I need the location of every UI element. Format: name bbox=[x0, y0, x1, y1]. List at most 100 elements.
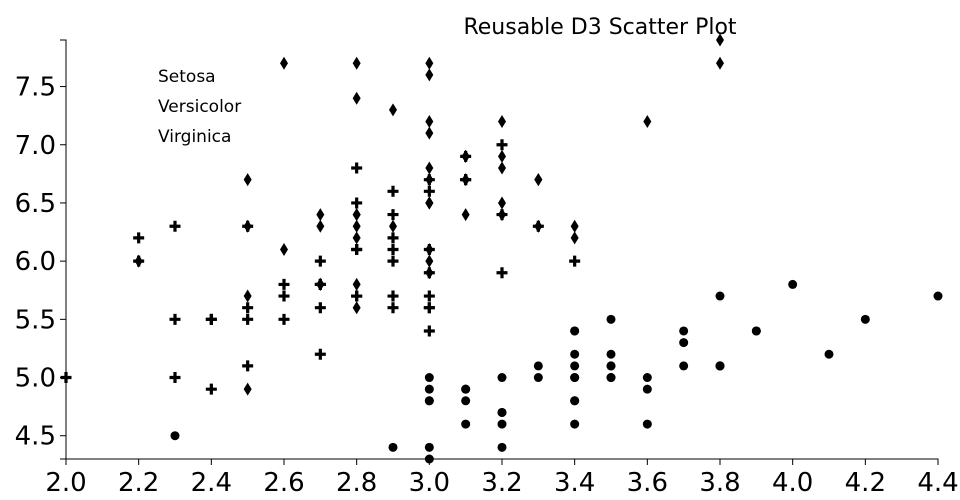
setosa-point bbox=[424, 396, 434, 406]
virginica-point bbox=[425, 126, 434, 140]
setosa-point bbox=[424, 373, 434, 383]
setosa-point bbox=[461, 396, 471, 406]
setosa-point bbox=[570, 361, 580, 371]
x-tick-label: 4.4 bbox=[917, 468, 958, 498]
virginica-point bbox=[498, 196, 506, 210]
versicolor-point bbox=[351, 244, 363, 255]
setosa-point bbox=[570, 396, 580, 406]
versicolor-point bbox=[60, 372, 72, 384]
y-axis: 4.5 5.0 5.5 6.0 6.5 7.0 7.5 bbox=[15, 39, 67, 460]
setosa-point bbox=[497, 407, 507, 417]
virginica-point bbox=[243, 219, 252, 233]
setosa-point bbox=[606, 314, 616, 324]
virginica-point bbox=[461, 149, 470, 163]
virginica-point bbox=[425, 254, 434, 268]
y-tick-label: 4.5 bbox=[15, 422, 56, 452]
x-tick-label: 4.2 bbox=[845, 468, 886, 498]
virginica-point bbox=[352, 56, 361, 70]
virginica-point bbox=[643, 114, 652, 128]
virginica-point bbox=[243, 289, 252, 303]
versicolor-point bbox=[387, 244, 399, 255]
y-tick-label: 7.5 bbox=[15, 73, 56, 103]
virginica-point bbox=[461, 208, 470, 222]
virginica-point bbox=[352, 231, 361, 245]
versicolor-point bbox=[387, 302, 399, 314]
versicolor-point bbox=[314, 302, 326, 314]
virginica-point bbox=[425, 68, 434, 82]
setosa-point bbox=[388, 442, 398, 452]
setosa-point bbox=[679, 361, 689, 371]
virginica-point bbox=[716, 56, 724, 70]
series-virginica bbox=[134, 33, 724, 396]
setosa-point bbox=[642, 384, 652, 394]
setosa-point bbox=[860, 314, 870, 324]
y-tick-label: 5.0 bbox=[15, 364, 56, 394]
versicolor-point bbox=[387, 209, 399, 221]
virginica-point bbox=[389, 103, 397, 117]
virginica-point bbox=[425, 161, 434, 175]
scatter-marks bbox=[60, 33, 943, 464]
setosa-point bbox=[497, 373, 507, 383]
setosa-point bbox=[424, 442, 434, 452]
y-tick-label: 7.0 bbox=[15, 131, 56, 161]
setosa-point bbox=[570, 326, 580, 336]
setosa-point bbox=[606, 373, 616, 383]
x-tick-label: 3.8 bbox=[699, 468, 740, 498]
x-axis: 2.0 2.2 2.4 2.6 2.8 3.0 3.2 3.4 3.6 3.8 4.0 4.2 4.4 bbox=[45, 458, 959, 498]
versicolor-point bbox=[387, 185, 399, 197]
x-tick-label: 2.2 bbox=[118, 468, 159, 498]
versicolor-point bbox=[278, 278, 290, 290]
virginica-point bbox=[352, 219, 361, 233]
x-tick-label: 2.4 bbox=[191, 468, 232, 498]
setosa-point bbox=[461, 384, 471, 394]
virginica-point bbox=[425, 114, 434, 128]
setosa-point bbox=[497, 419, 507, 429]
virginica-point bbox=[425, 173, 434, 187]
setosa-point bbox=[824, 349, 834, 359]
versicolor-point bbox=[387, 255, 399, 267]
setosa-point bbox=[461, 419, 471, 429]
legend-item-setosa: Setosa bbox=[158, 67, 216, 87]
versicolor-point bbox=[387, 232, 399, 244]
virginica-point bbox=[352, 277, 361, 291]
versicolor-point bbox=[133, 232, 145, 244]
setosa-point bbox=[606, 361, 616, 371]
x-tick-label: 3.6 bbox=[627, 468, 668, 498]
versicolor-point bbox=[205, 313, 217, 325]
setosa-point bbox=[570, 419, 580, 429]
x-tick-label: 2.0 bbox=[45, 468, 86, 498]
versicolor-point bbox=[387, 290, 399, 302]
setosa-point bbox=[642, 373, 652, 383]
setosa-point bbox=[788, 279, 798, 289]
virginica-point bbox=[498, 208, 506, 222]
series-setosa bbox=[170, 279, 943, 464]
virginica-point bbox=[534, 173, 543, 187]
x-tick-label: 2.8 bbox=[336, 468, 377, 498]
virginica-point bbox=[243, 173, 252, 187]
virginica-point bbox=[280, 243, 288, 256]
setosa-point bbox=[170, 431, 180, 441]
setosa-point bbox=[533, 373, 543, 383]
y-tick-label: 6.5 bbox=[15, 189, 56, 219]
virginica-point bbox=[243, 382, 252, 396]
virginica-point bbox=[280, 56, 288, 70]
setosa-point bbox=[751, 326, 761, 336]
versicolor-point bbox=[569, 255, 581, 267]
x-tick-label: 3.4 bbox=[554, 468, 595, 498]
setosa-point bbox=[642, 419, 652, 429]
virginica-point bbox=[716, 33, 724, 47]
setosa-point bbox=[497, 442, 507, 452]
versicolor-point bbox=[423, 290, 435, 302]
setosa-point bbox=[424, 384, 434, 394]
x-tick-label: 2.6 bbox=[263, 468, 304, 498]
virginica-point bbox=[425, 243, 434, 256]
x-tick-label: 3.2 bbox=[481, 468, 522, 498]
virginica-point bbox=[498, 114, 506, 128]
virginica-point bbox=[316, 277, 325, 291]
versicolor-point bbox=[169, 372, 181, 384]
virginica-point bbox=[389, 219, 397, 233]
legend-item-virginica: Virginica bbox=[158, 127, 231, 147]
versicolor-point bbox=[205, 383, 217, 395]
virginica-point bbox=[570, 219, 579, 233]
